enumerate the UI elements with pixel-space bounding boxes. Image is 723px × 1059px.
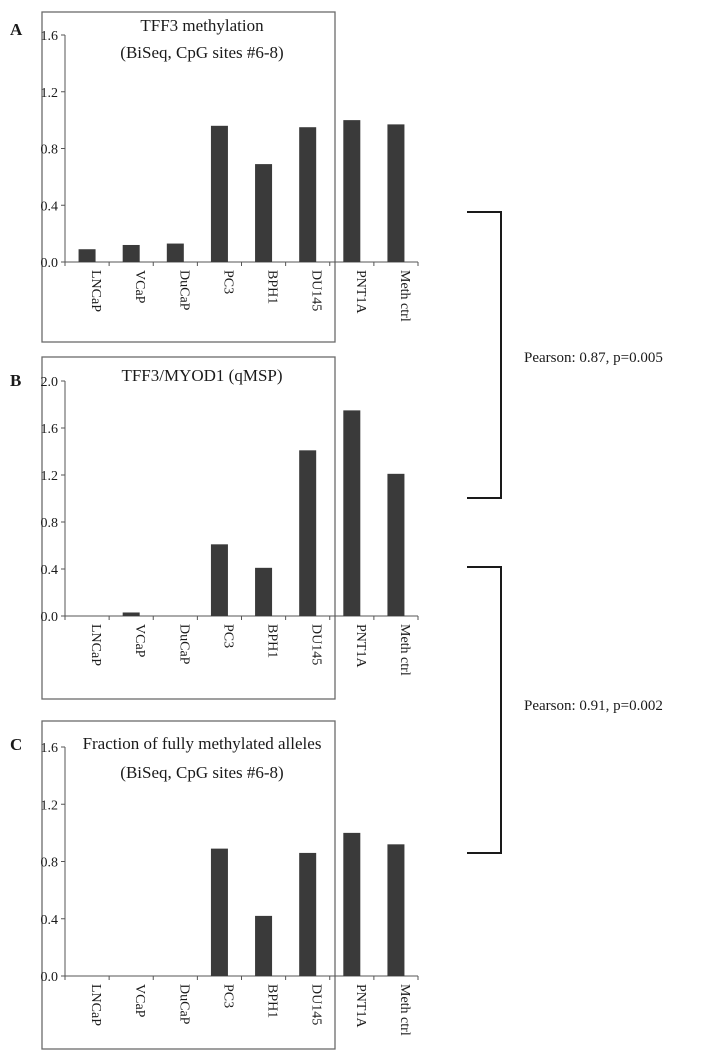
category-label: DuCaP xyxy=(176,984,191,1025)
y-tick-label: 1.6 xyxy=(41,422,59,437)
bar-meth-ctrl xyxy=(387,473,405,616)
chart-subtitle: (BiSeq, CpG sites #6-8) xyxy=(120,763,283,782)
category-label: BPH1 xyxy=(265,270,280,304)
bar-pc3 xyxy=(210,544,228,616)
category-label: LNCaP xyxy=(88,270,103,312)
category-label: LNCaP xyxy=(88,984,103,1026)
bar-meth-ctrl xyxy=(387,124,405,262)
category-label: DU145 xyxy=(309,624,324,665)
panel-label: A xyxy=(10,20,23,39)
bar-bph1 xyxy=(255,164,273,262)
category-label: Meth ctrl xyxy=(397,984,412,1036)
chart-panel-b: B TFF3/MYOD1 (qMSP) 0.0 0.4 0.8 1.2 1.6 2.0 LNCa… xyxy=(10,356,419,700)
y-tick-label: 0.4 xyxy=(41,199,59,214)
category-label: VCaP xyxy=(132,984,147,1018)
category-label: PC3 xyxy=(220,270,235,294)
bar-du145 xyxy=(299,852,317,976)
bracket-line xyxy=(467,211,502,499)
category-label: PC3 xyxy=(220,624,235,648)
chart-panel-a: A TFF3 methylation (BiSeq, CpG sites #6-8)… xyxy=(10,11,419,343)
y-tick-label: 1.2 xyxy=(41,798,59,813)
y-tick-label: 2.0 xyxy=(41,375,59,390)
chart-title: TFF3 methylation xyxy=(140,16,264,35)
y-tick-label: 0.8 xyxy=(41,143,59,158)
bar-vcap xyxy=(122,612,140,616)
category-label: BPH1 xyxy=(265,984,280,1018)
panel-frame xyxy=(41,356,336,700)
chart-title: TFF3/MYOD1 (qMSP) xyxy=(121,366,282,385)
category-label: VCaP xyxy=(132,270,147,304)
bar-lncap xyxy=(78,249,96,262)
bar-du145 xyxy=(299,127,317,262)
panel-label: B xyxy=(10,371,21,390)
category-label: DU145 xyxy=(309,984,324,1025)
y-tick-label: 0.0 xyxy=(41,970,59,985)
y-tick-label: 1.6 xyxy=(41,741,59,756)
category-label: DU145 xyxy=(309,270,324,311)
bar-vcap xyxy=(122,244,140,262)
y-tick-label: 0.8 xyxy=(41,856,59,871)
panel-frame xyxy=(41,720,336,1050)
category-label: PNT1A xyxy=(353,624,368,668)
category-label: PNT1A xyxy=(353,984,368,1028)
category-label: DuCaP xyxy=(176,270,191,311)
chart-subtitle: (BiSeq, CpG sites #6-8) xyxy=(120,43,283,62)
panel-frame xyxy=(41,11,336,343)
bar-pc3 xyxy=(210,125,228,262)
category-label: Meth ctrl xyxy=(397,624,412,676)
y-tick-label: 0.0 xyxy=(41,256,59,271)
category-label: BPH1 xyxy=(265,624,280,658)
bar-pnt1a xyxy=(343,120,361,262)
category-label: DuCaP xyxy=(176,624,191,665)
y-tick-label: 0.0 xyxy=(41,610,59,625)
bar-meth-ctrl xyxy=(387,844,405,976)
y-tick-label: 0.8 xyxy=(41,516,59,531)
bar-pnt1a xyxy=(343,832,361,976)
y-tick-label: 1.2 xyxy=(41,469,59,484)
y-tick-label: 0.4 xyxy=(41,563,59,578)
category-label: VCaP xyxy=(132,624,147,658)
category-label: PC3 xyxy=(220,984,235,1008)
y-tick-label: 1.6 xyxy=(41,29,59,44)
bar-pnt1a xyxy=(343,410,361,616)
pearson-label: Pearson: 0.87, p=0.005 xyxy=(524,350,663,366)
category-label: LNCaP xyxy=(88,624,103,666)
bar-ducap xyxy=(166,243,184,262)
y-tick-label: 0.4 xyxy=(41,913,59,928)
pearson-label: Pearson: 0.91, p=0.002 xyxy=(524,698,663,714)
bar-du145 xyxy=(299,450,317,616)
category-label: Meth ctrl xyxy=(397,270,412,322)
bracket-line xyxy=(467,566,502,854)
correlation-bracket-2: Pearson: 0.91, p=0.002 xyxy=(467,566,663,854)
chart-panel-c: C Fraction of fully methylated alleles (Bi… xyxy=(10,720,419,1050)
bar-bph1 xyxy=(255,915,273,976)
category-label: PNT1A xyxy=(353,270,368,314)
correlation-bracket-1: Pearson: 0.87, p=0.005 xyxy=(467,211,663,499)
chart-title: Fraction of fully methylated alleles xyxy=(83,734,322,753)
panel-label: C xyxy=(10,735,22,754)
y-tick-label: 1.2 xyxy=(41,86,59,101)
bar-pc3 xyxy=(210,848,228,976)
bar-bph1 xyxy=(255,567,273,616)
